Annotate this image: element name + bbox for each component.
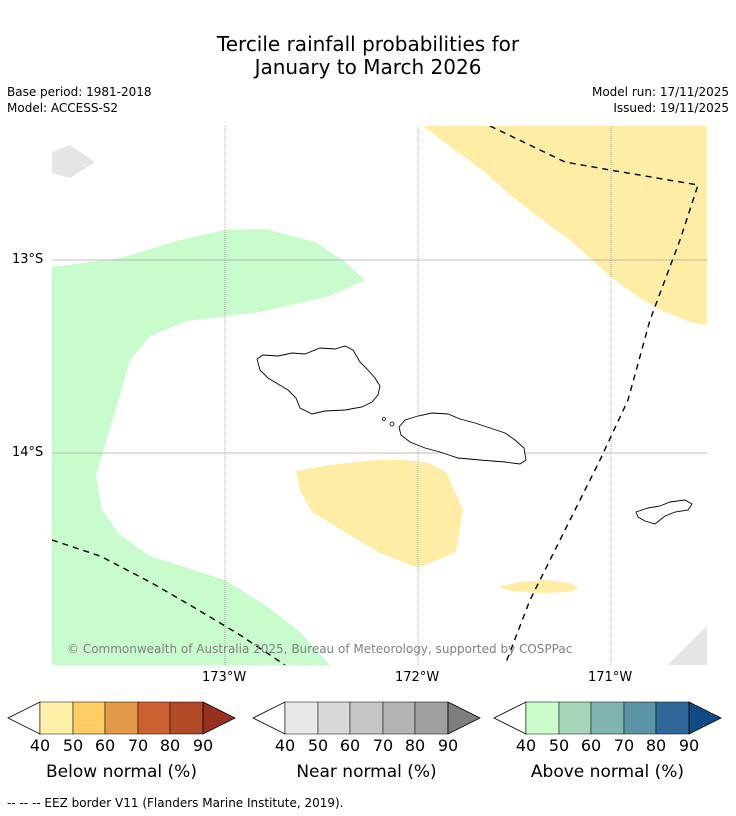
- below-tick-50: 50: [62, 736, 84, 755]
- above-tick-80: 80: [645, 736, 667, 755]
- near-swatch-80: [414, 701, 449, 735]
- near-arrow-low: [252, 701, 286, 735]
- below-tick-80: 80: [159, 736, 181, 755]
- near-tick-50: 50: [307, 736, 329, 755]
- near-tick-90: 90: [437, 736, 459, 755]
- chart-title-line1: Tercile rainfall probabilities for: [216, 32, 520, 56]
- above-tick-60: 60: [580, 736, 602, 755]
- above-tick-50: 50: [548, 736, 570, 755]
- savaii-island: [256, 345, 381, 415]
- near-arrow-high: [447, 701, 481, 735]
- gray-patch-nw: [52, 145, 95, 178]
- lon-label-173w: 173°W: [202, 670, 247, 685]
- above-arrow-high: [688, 701, 722, 735]
- above-swatch-80: [655, 701, 690, 735]
- copyright-notice: © Commonwealth of Australia 2025, Bureau…: [67, 642, 573, 656]
- near-tick-80: 80: [404, 736, 426, 755]
- near-tick-40: 40: [274, 736, 296, 755]
- above-tick-70: 70: [613, 736, 635, 755]
- lat-label-14s: 14°S: [12, 445, 44, 460]
- near-swatch-50: [317, 701, 351, 735]
- eez-footnote: -- -- -- EEZ border V11 (Flanders Marine…: [7, 796, 344, 810]
- model-name: Model: ACCESS-S2: [7, 101, 119, 115]
- lon-label-172w: 172°W: [395, 670, 440, 685]
- near-swatch-40: [284, 701, 319, 735]
- apolima-islet: [382, 417, 386, 421]
- above-tick-40: 40: [515, 736, 537, 755]
- lon-label-171w: 171°W: [588, 670, 633, 685]
- colorbar-above-normal: [493, 701, 722, 735]
- near-swatch-70: [382, 701, 416, 735]
- near-tick-70: 70: [372, 736, 394, 755]
- below-tick-60: 60: [94, 736, 116, 755]
- below-swatch-70: [137, 701, 171, 735]
- manono-islet: [389, 421, 395, 427]
- below-arrow-high: [202, 701, 236, 735]
- below-normal-legend-title: Below normal (%): [46, 762, 197, 782]
- above-arrow-low: [493, 701, 527, 735]
- near-tick-60: 60: [339, 736, 361, 755]
- below-arrow-low: [7, 701, 41, 735]
- below-normal-region-central: [296, 460, 463, 568]
- tutuila-island: [635, 499, 693, 525]
- below-normal-region-south: [498, 580, 578, 593]
- eez-border-north: [489, 126, 699, 665]
- colorbar-below-normal: [7, 701, 236, 735]
- base-period: Base period: 1981-2018: [7, 85, 152, 99]
- near-normal-legend-title: Near normal (%): [296, 762, 437, 782]
- below-tick-70: 70: [127, 736, 149, 755]
- below-swatch-50: [72, 701, 106, 735]
- above-normal-region: [52, 229, 365, 665]
- issued-date: Issued: 19/11/2025: [613, 101, 729, 115]
- lat-label-13s: 13°S: [12, 252, 44, 267]
- chart-title-line2: January to March 2026: [254, 55, 482, 79]
- model-run: Model run: 17/11/2025: [591, 85, 729, 99]
- below-swatch-80: [169, 701, 204, 735]
- above-swatch-40: [525, 701, 560, 735]
- above-swatch-70: [623, 701, 657, 735]
- below-swatch-60: [104, 701, 139, 735]
- above-normal-legend-title: Above normal (%): [530, 762, 685, 782]
- below-tick-40: 40: [29, 736, 51, 755]
- near-swatch-60: [349, 701, 384, 735]
- gray-patch-se: [668, 626, 707, 665]
- below-normal-region-ne: [423, 126, 707, 325]
- below-swatch-40: [39, 701, 74, 735]
- above-swatch-50: [558, 701, 592, 735]
- below-tick-90: 90: [192, 736, 214, 755]
- upolu-island: [398, 412, 527, 465]
- above-swatch-60: [590, 701, 625, 735]
- eez-border-southwest: [52, 539, 286, 665]
- colorbar-near-normal: [252, 701, 481, 735]
- above-tick-90: 90: [678, 736, 700, 755]
